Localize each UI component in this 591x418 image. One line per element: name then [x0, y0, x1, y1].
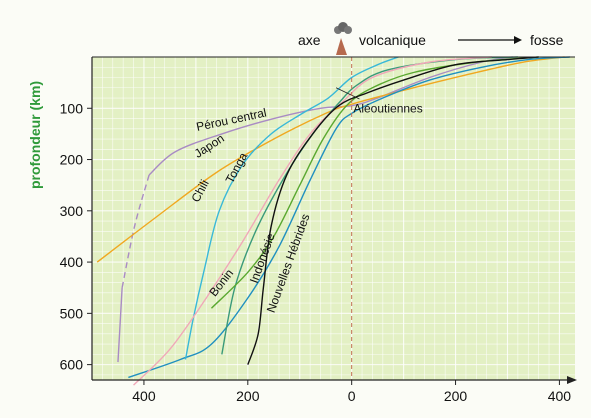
x-tick-label: 200: [236, 388, 260, 404]
arrow-right-icon: [458, 36, 522, 44]
x-axis-arrow-icon: [567, 376, 577, 384]
y-tick-label: 300: [60, 203, 84, 219]
grid-lines: [91, 57, 575, 380]
volcanic-label: volcanique: [359, 32, 426, 48]
axe-label: axe: [298, 32, 321, 48]
x-tick-label: 400: [132, 388, 156, 404]
axes: [91, 56, 577, 384]
x-tick-label: 200: [444, 388, 468, 404]
x-tick-label: 400: [548, 388, 572, 404]
series-line-nouvelles-hebrides: [247, 56, 539, 365]
series-line-perou-central-dashed: [121, 174, 150, 288]
x-tick-label: 0: [348, 388, 356, 404]
series-line-perou-central: [117, 287, 123, 363]
series-label-leader: [335, 87, 360, 100]
y-tick-label: 400: [60, 254, 84, 270]
series-line-chili: [184, 56, 399, 360]
volcano-icon: [334, 22, 352, 55]
series-line-aleoutiennes: [128, 56, 570, 379]
series-line-japon: [96, 56, 565, 263]
chart-header: axe volcanique fosse: [298, 22, 564, 55]
fosse-label: fosse: [530, 32, 564, 48]
y-axis-label: profondeur (km): [27, 81, 43, 189]
series-label-aleoutiennes: Aléoutiennes: [353, 101, 422, 115]
tick-labels: 400 200 0 200 400 100 200 300 400 500 600: [60, 100, 572, 404]
series-lines: [96, 56, 570, 386]
series-line-indonesie: [210, 56, 539, 309]
y-tick-label: 600: [60, 357, 84, 373]
series-line-bonin: [133, 56, 492, 386]
y-tick-label: 100: [60, 100, 84, 116]
y-tick-label: 500: [60, 305, 84, 321]
y-tick-label: 200: [60, 152, 84, 168]
